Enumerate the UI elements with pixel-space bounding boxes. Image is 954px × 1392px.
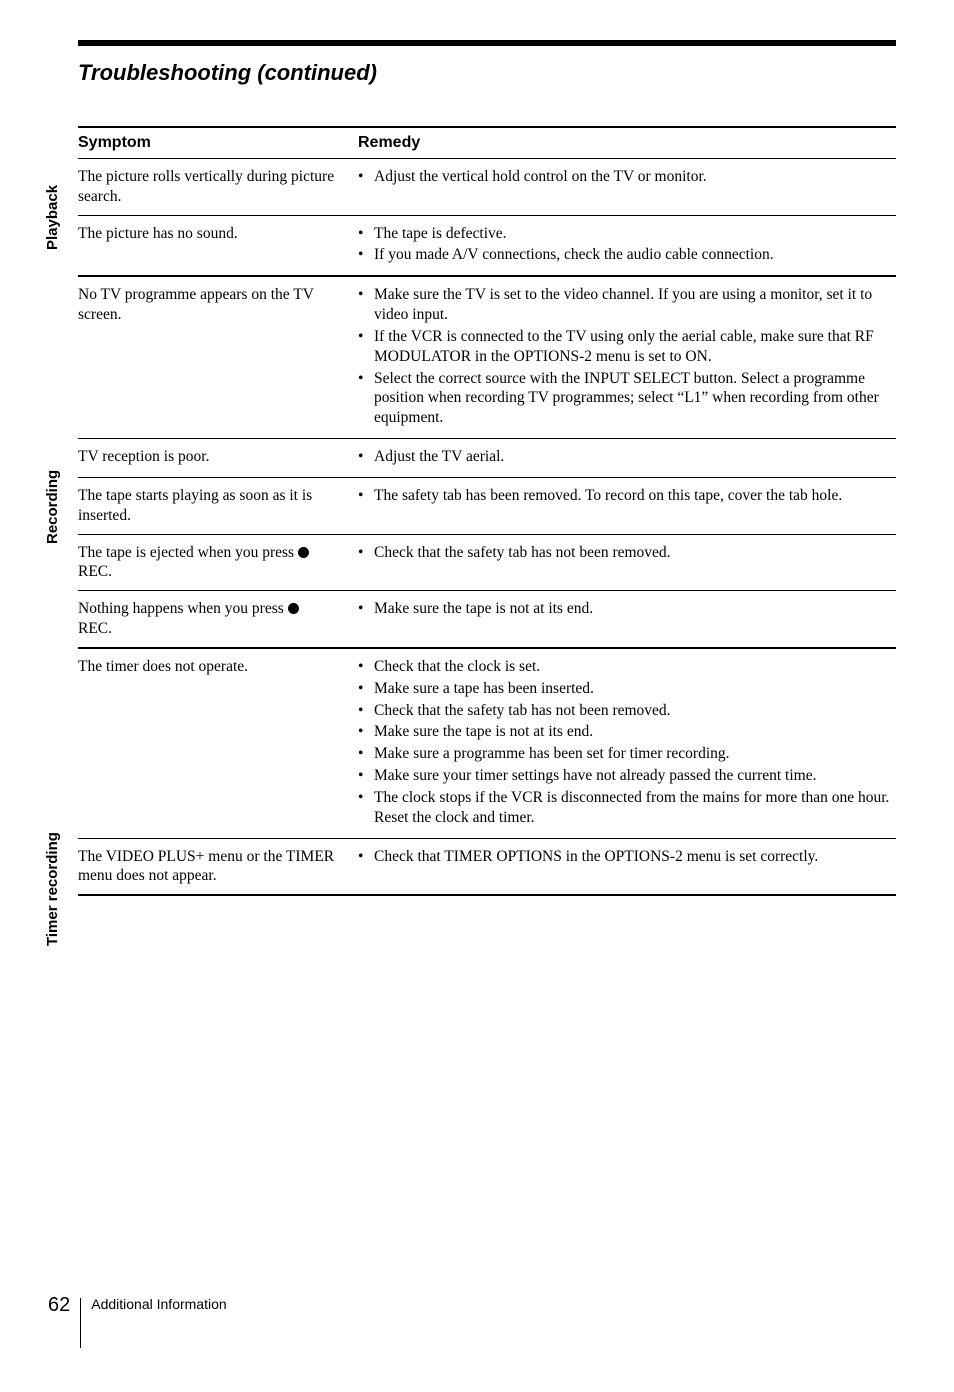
remedy-cell: Check that the clock is set. Make sure a… — [358, 648, 896, 838]
remedy-cell: Check that TIMER OPTIONS in the OPTIONS-… — [358, 838, 896, 895]
troubleshooting-table-wrap: Playback Recording Timer recording Sympt… — [78, 126, 896, 896]
remedy-item: The clock stops if the VCR is disconnect… — [358, 788, 896, 828]
remedy-item: Make sure the tape is not at its end. — [358, 722, 896, 742]
side-label-recording: Recording — [44, 470, 61, 544]
symptom-cell: The picture has no sound. — [78, 215, 358, 276]
symptom-cell: TV reception is poor. — [78, 439, 358, 478]
table-row: The picture rolls vertically during pict… — [78, 159, 896, 216]
header-symptom: Symptom — [78, 127, 358, 159]
symptom-cell: The tape is ejected when you press REC. — [78, 534, 358, 591]
page-number: 62 — [48, 1294, 80, 1317]
rec-dot-icon — [288, 603, 299, 614]
page-footer: 62 Additional Information — [48, 1294, 227, 1348]
remedy-item: Check that TIMER OPTIONS in the OPTIONS-… — [358, 847, 896, 867]
symptom-cell: The VIDEO PLUS+ menu or the TIMER menu d… — [78, 838, 358, 895]
remedy-cell: Make sure the TV is set to the video cha… — [358, 276, 896, 438]
remedy-item: The safety tab has been removed. To reco… — [358, 486, 896, 506]
remedy-item: Make sure the TV is set to the video cha… — [358, 285, 896, 325]
section-label: Additional Information — [81, 1294, 226, 1312]
remedy-item: The tape is defective. — [358, 224, 896, 244]
remedy-item: Make sure a programme has been set for t… — [358, 744, 896, 764]
remedy-item: Adjust the vertical hold control on the … — [358, 167, 896, 187]
symptom-post: REC. — [78, 563, 112, 580]
table-row: The tape starts playing as soon as it is… — [78, 477, 896, 534]
remedy-item: Check that the clock is set. — [358, 657, 896, 677]
symptom-pre: Nothing happens when you press — [78, 600, 288, 617]
table-row: No TV programme appears on the TV screen… — [78, 276, 896, 438]
remedy-item: If you made A/V connections, check the a… — [358, 245, 896, 265]
symptom-pre: The tape is ejected when you press — [78, 544, 298, 561]
remedy-cell: Make sure the tape is not at its end. — [358, 591, 896, 648]
table-row: The VIDEO PLUS+ menu or the TIMER menu d… — [78, 838, 896, 895]
remedy-item: Make sure the tape is not at its end. — [358, 599, 896, 619]
page-title: Troubleshooting (continued) — [78, 60, 954, 86]
remedy-item: If the VCR is connected to the TV using … — [358, 327, 896, 367]
remedy-item: Check that the safety tab has not been r… — [358, 543, 896, 563]
side-label-timer: Timer recording — [44, 832, 61, 946]
header-remedy: Remedy — [358, 127, 896, 159]
rec-dot-icon — [298, 547, 309, 558]
remedy-cell: Check that the safety tab has not been r… — [358, 534, 896, 591]
table-row: The timer does not operate. Check that t… — [78, 648, 896, 838]
symptom-cell: The timer does not operate. — [78, 648, 358, 838]
table-row: The picture has no sound. The tape is de… — [78, 215, 896, 276]
remedy-cell: The safety tab has been removed. To reco… — [358, 477, 896, 534]
remedy-cell: The tape is defective. If you made A/V c… — [358, 215, 896, 276]
side-label-playback: Playback — [44, 185, 61, 250]
symptom-cell: The tape starts playing as soon as it is… — [78, 477, 358, 534]
top-rule — [78, 40, 896, 46]
table-header-row: Symptom Remedy — [78, 127, 896, 159]
remedy-item: Adjust the TV aerial. — [358, 447, 896, 467]
symptom-cell: Nothing happens when you press REC. — [78, 591, 358, 648]
remedy-item: Make sure your timer settings have not a… — [358, 766, 896, 786]
remedy-item: Make sure a tape has been inserted. — [358, 679, 896, 699]
table-row: TV reception is poor. Adjust the TV aeri… — [78, 439, 896, 478]
remedy-cell: Adjust the TV aerial. — [358, 439, 896, 478]
remedy-cell: Adjust the vertical hold control on the … — [358, 159, 896, 216]
table-row: The tape is ejected when you press REC. … — [78, 534, 896, 591]
symptom-post: REC. — [78, 620, 112, 637]
remedy-item: Select the correct source with the INPUT… — [358, 369, 896, 428]
symptom-cell: No TV programme appears on the TV screen… — [78, 276, 358, 438]
table-row: Nothing happens when you press REC. Make… — [78, 591, 896, 648]
symptom-cell: The picture rolls vertically during pict… — [78, 159, 358, 216]
troubleshooting-table: Symptom Remedy The picture rolls vertica… — [78, 126, 896, 896]
remedy-item: Check that the safety tab has not been r… — [358, 701, 896, 721]
